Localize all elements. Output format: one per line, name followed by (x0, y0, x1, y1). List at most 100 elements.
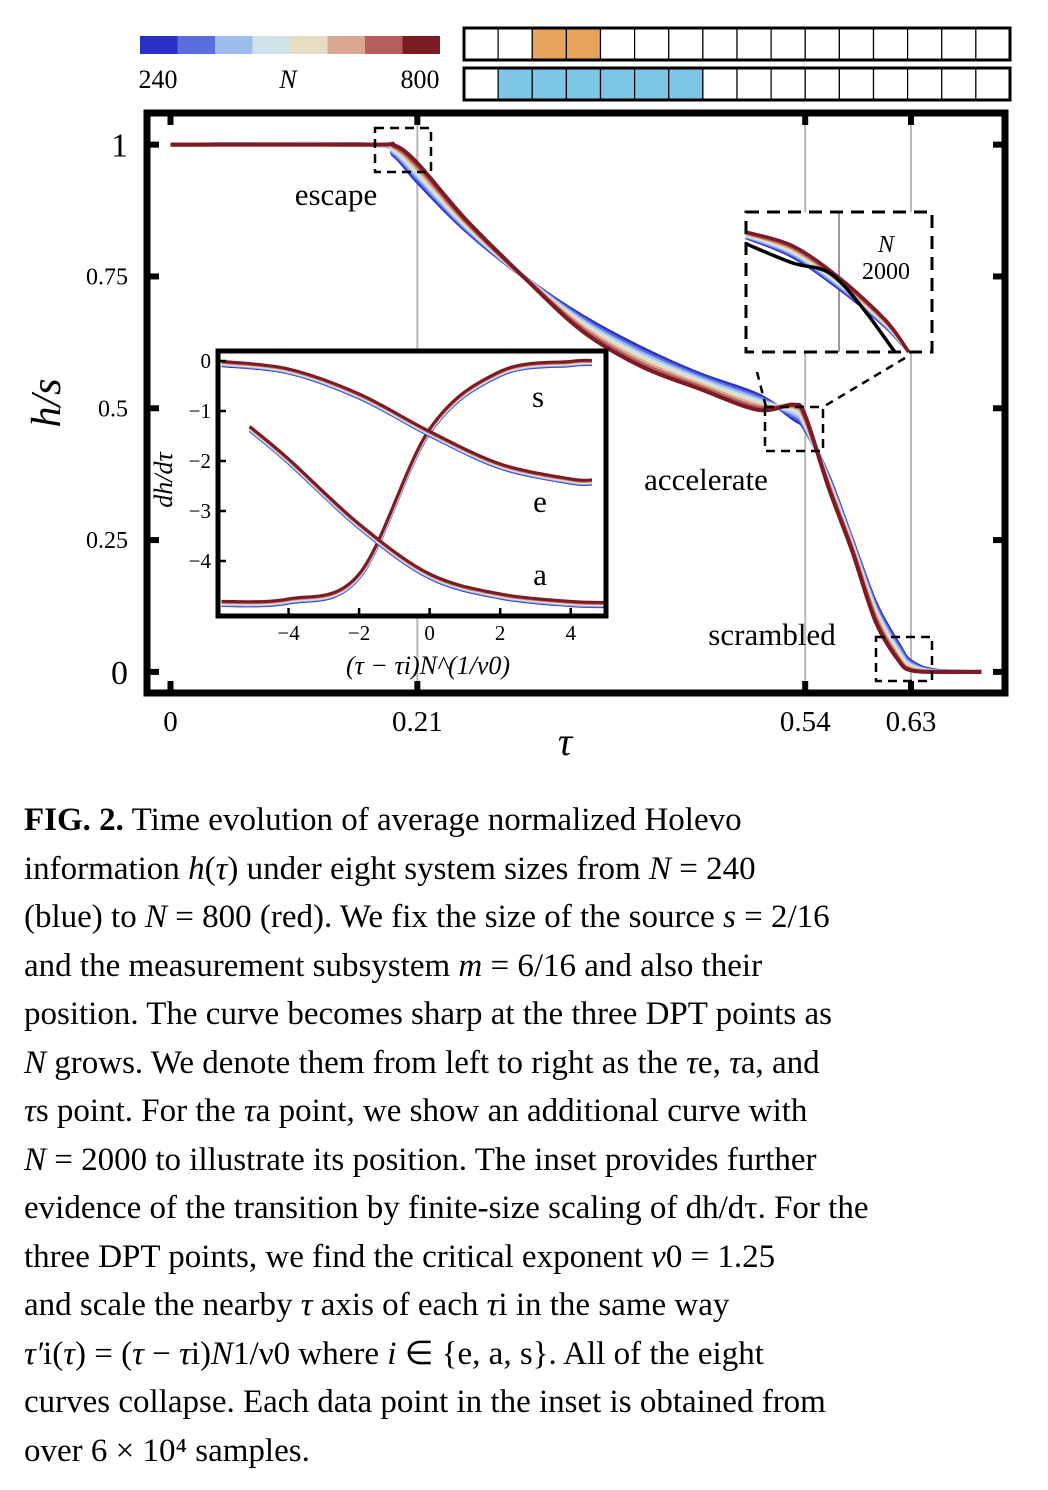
caption-text: τ (132, 1335, 144, 1372)
caption-text: e, (697, 1044, 730, 1081)
caption-text: N (211, 1335, 234, 1372)
inset-y-tick-label: −1 (189, 399, 211, 423)
subsystem-cell (907, 67, 943, 101)
scrambled-label: scrambled (708, 617, 836, 652)
x-tick-label: 0 (163, 706, 178, 738)
series-line-N800 (170, 141, 982, 675)
subsystem-cell (463, 67, 499, 101)
subsystem-cell (941, 67, 977, 101)
subsystem-cell (907, 27, 943, 61)
zoom-line-N2000 (745, 242, 897, 354)
colorbar-swatch (140, 36, 178, 54)
caption-line: position. The curve becomes sharp at the… (24, 990, 1024, 1039)
caption-text: Time evolution of average normalized Hol… (123, 802, 742, 838)
caption-text: = 240 (670, 850, 756, 887)
subsystem-cell (531, 67, 567, 101)
caption-text: τ (486, 1287, 499, 1323)
caption-line: evidence of the transition by finite-siz… (24, 1184, 1024, 1233)
subsystem-cell (531, 27, 567, 61)
caption-text: ν (651, 1238, 666, 1275)
inset-y-label: dh/dτ (149, 451, 178, 508)
caption-text: . For the (757, 1190, 869, 1226)
inset-label-s: s (532, 379, 544, 414)
caption-line: τ′i(τ) = (τ − τi)N1/ν0 where i ∈ {e, a, … (24, 1330, 1024, 1379)
caption-line: over 6 × 10⁴ samples. (24, 1427, 1024, 1476)
caption-text: τ′ (24, 1335, 44, 1372)
caption-text: 1/ν0 where (233, 1335, 388, 1372)
x-tick-label: 0.21 (392, 706, 443, 738)
y-tick-label: 1 (111, 128, 128, 165)
inset-x-tick-label: −2 (348, 621, 370, 645)
caption-text: curves collapse. Each data point in the … (24, 1384, 826, 1420)
accelerate-label: accelerate (644, 462, 768, 497)
inset-line-a (248, 425, 607, 604)
inset-y-tick-label: 0 (201, 349, 212, 373)
caption-text: τ (300, 1287, 313, 1323)
y-tick-label: 0.5 (98, 396, 128, 422)
caption-text: N (648, 850, 671, 887)
caption-text: ) = ( (75, 1335, 133, 1372)
subsystem-cell (599, 67, 636, 101)
x-tick-label: 0.63 (886, 706, 937, 738)
colorbar-swatch (215, 36, 253, 54)
caption-line: and the measurement subsystem m = 6/16 a… (24, 942, 1024, 991)
caption-text: i (387, 1335, 397, 1372)
caption-text: evidence of the transition by finite-siz… (24, 1190, 686, 1226)
caption-text: s (722, 899, 736, 935)
caption-line: (blue) to N = 800 (red). We fix the size… (24, 893, 1024, 942)
zoom-inset-frame (744, 210, 934, 354)
escape-label: escape (295, 177, 378, 212)
caption-text: N (24, 1141, 47, 1178)
caption-text: τ (243, 1093, 256, 1129)
caption-text: τ (63, 1335, 76, 1372)
colorbar-max-label: 800 (401, 65, 440, 94)
colorbar-swatch (252, 36, 290, 54)
caption-text: τ (215, 850, 228, 887)
zoom-N-label: N (877, 232, 896, 258)
inset-x-tick-label: −4 (277, 621, 300, 645)
caption-text: τ (24, 1093, 36, 1129)
scrambled-box (874, 635, 934, 683)
caption-text: 0 = 1.25 (665, 1238, 776, 1275)
subsystem-cell (804, 27, 840, 61)
caption-text: = 2000 to illustrate its position. The i… (46, 1141, 817, 1178)
inset-y-tick-label: −4 (189, 549, 212, 573)
colorbar-mid-label: N (278, 65, 298, 94)
caption-line: N grows. We denote them from left to rig… (24, 1039, 1024, 1088)
accelerate-box (763, 405, 825, 453)
zoom-connector-right (822, 356, 906, 409)
subsystem-cell (634, 27, 670, 61)
collapse-inset-bg (218, 351, 606, 616)
colorbar-swatch (402, 36, 440, 54)
caption-text: a point, we show an additional curve wit… (255, 1093, 808, 1129)
colorbar-min-label: 240 (139, 65, 178, 94)
subsystem-cell (702, 67, 738, 101)
caption-text: a, and (740, 1044, 820, 1081)
caption-text: = 800 (red). We fix the size of the sour… (166, 899, 723, 935)
inset-line-e (221, 359, 592, 482)
caption-text: τ (729, 1044, 741, 1081)
zoom-inset-series (745, 212, 911, 354)
subsystem-cell (565, 27, 602, 61)
colorbar-swatch (177, 36, 215, 54)
caption-text: axis of each (312, 1287, 487, 1323)
caption-line: three DPT points, we find the critical e… (24, 1233, 1024, 1282)
caption-text: N (144, 899, 167, 935)
main-y-label: h/s (24, 378, 70, 427)
subsystem-cell (668, 67, 704, 101)
caption-text: position. The curve becomes sharp at the… (24, 996, 833, 1032)
subsystem-row-frame (462, 26, 1012, 62)
subsystem-cell (975, 67, 1011, 101)
caption-text: three DPT points, we find the critical e… (24, 1238, 652, 1275)
subsystem-cell (702, 27, 738, 61)
caption-text: s point. For the (35, 1093, 244, 1129)
zoom-line-N800 (745, 230, 911, 354)
main-x-label: τ (558, 719, 574, 764)
subsystem-cell (736, 67, 772, 101)
caption-text: information (24, 850, 189, 887)
subsystem-cell (599, 27, 636, 61)
inset-x-tick-label: 0 (424, 621, 435, 645)
inset-x-label: (τ − τi)N^(1/ν0) (346, 651, 510, 680)
caption-text: dh/dτ (685, 1190, 758, 1226)
subsystem-cell (497, 27, 533, 61)
